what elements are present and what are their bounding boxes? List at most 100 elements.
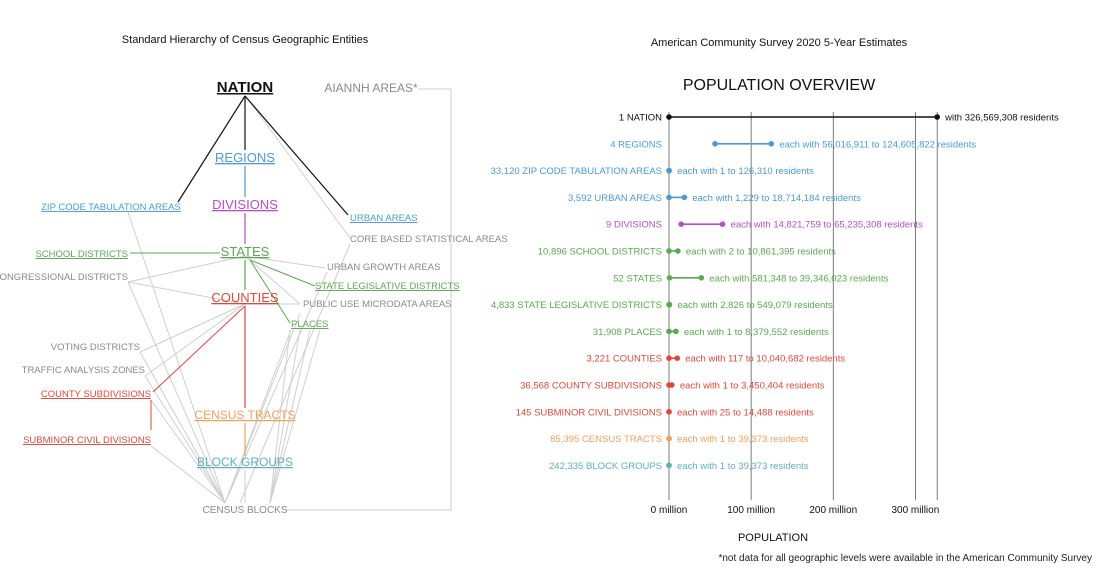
connector-to-blocks [224,271,328,504]
row-label: 33,120 ZIP CODE TABULATION AREAS [491,166,662,177]
connector-to-blocks [127,281,226,504]
node-state-legislative-districts: STATE LEGISLATIVE DISTRICTS [315,281,460,292]
chart-row: 10,896 SCHOOL DISTRICTS each with 2 to 10… [538,247,836,258]
node-aiannh-areas: AIANNH AREAS* [324,81,418,95]
chart-row: 52 STATES each with 581,348 to 39,346,023… [613,273,888,284]
row-label: 145 SUBMINOR CIVIL DIVISIONS [516,407,662,418]
chart-row: 3,221 COUNTIES each with 117 to 10,040,68… [587,354,846,365]
connector-states-urban-growth [244,255,326,269]
row-label: 52 STATES [613,273,662,284]
node-regions: REGIONS [215,150,275,165]
row-label: 36,568 COUNTY SUBDIVISIONS [520,381,662,392]
max-point [681,194,688,201]
min-point [712,141,718,147]
node-school-districts: SCHOOL DISTRICTS [35,249,128,260]
node-county-subdivisions: COUNTY SUBDIVISIONS [41,389,151,400]
row-detail: each with 1 to 126,310 residents [677,166,814,177]
hierarchy-title: Standard Hierarchy of Census Geographic … [122,34,369,46]
node-census-blocks: CENSUS BLOCKS [202,505,287,516]
node-places: PLACES [291,319,329,330]
hierarchy-nodes: NATION AIANNH AREAS* REGIONS DIVISIONS Z… [0,79,508,516]
min-point [666,248,672,254]
row-label: 9 DIVISIONS [606,220,662,231]
min-point [666,328,672,335]
node-voting-districts: VOTING DISTRICTS [51,342,140,353]
max-point [719,221,726,227]
row-label: 1 NATION [619,113,662,124]
row-detail: each with 581,348 to 39,346,023 resident… [709,273,888,284]
connector-counties-voting [139,303,246,353]
max-point [674,355,681,362]
node-pumas: PUBLIC USE MICRODATA AREAS [303,299,452,310]
chart-row: 242,335 BLOCK GROUPS each with 1 to 39,37… [549,461,809,472]
node-nation: NATION [217,79,273,96]
row-detail: with 326,569,308 residents [944,113,1059,124]
max-point [666,462,672,469]
connector-to-blocks [139,351,226,504]
node-counties: COUNTIES [211,290,279,305]
max-point [673,328,679,335]
connector-counties-taz [144,303,246,377]
x-axis-ticks: 0 million 100 million 200 million 300 milli… [651,505,940,516]
node-urban-areas: URBAN AREAS [350,213,418,224]
connector-aiannh-blocks [285,88,452,511]
connector-counties-countysub [152,305,246,393]
connector-states-pumas [244,255,301,305]
node-block-groups: BLOCK GROUPS [197,455,293,469]
connector-to-blocks [150,445,226,504]
row-detail: each with 14,821,759 to 65,235,308 resid… [731,220,924,231]
row-detail: each with 1 to 39,373 residents [677,461,809,472]
chart-rows: 1 NATION with 326,569,308 residents 4 REGI… [491,113,1059,472]
node-divisions: DIVISIONS [212,197,278,212]
chart-row: 4 REGIONS each with 56,016,911 to 124,605… [610,139,976,150]
row-detail: each with 1,229 to 18,714,184 residents [692,193,861,204]
node-subminor-civil-divisions: SUBMINOR CIVIL DIVISIONS [23,435,151,446]
row-label: 3,592 URBAN AREAS [568,193,662,204]
row-detail: each with 25 to 14,488 residents [677,407,814,418]
row-detail: each with 1 to 8,379,552 residents [684,327,829,338]
chart-row: 9 DIVISIONS each with 14,821,759 to 65,23… [606,220,923,231]
connector-to-blocks [150,399,226,504]
row-detail: each with 1 to 39,373 residents [677,434,809,445]
connector-to-blocks [127,211,226,504]
row-detail: each with 2,826 to 549,079 residents [677,300,833,311]
connector-places-blocks [269,329,321,504]
x-tick-label: 200 million [809,505,857,516]
node-congressional-districts: CONGRESSIONAL DISTRICTS [0,272,128,283]
connector-places-blocks [269,329,291,504]
chart-row: 1 NATION with 326,569,308 residents [619,113,1059,124]
row-label: 10,896 SCHOOL DISTRICTS [538,247,662,258]
x-tick-label: 0 million [651,505,688,516]
row-detail: each with 56,016,911 to 124,605,822 resi… [779,139,976,150]
hierarchy-connectors [127,88,452,511]
x-axis-label: POPULATION [738,532,808,544]
max-point [666,167,672,174]
chart-row: 31,908 PLACES each with 1 to 8,379,552 re… [593,327,829,338]
node-traffic-analysis-zones: TRAFFIC ANALYSIS ZONES [22,365,145,376]
row-label: 4,833 STATE LEGISLATIVE DISTRICTS [491,300,662,311]
row-label: 85,395 CENSUS TRACTS [550,434,662,445]
connector-to-blocks [144,375,226,504]
node-cbsa: CORE BASED STATISTICAL AREAS [350,234,508,245]
connector-nation-urban [244,95,349,216]
node-urban-growth-areas: URBAN GROWTH AREAS [327,262,441,273]
min-point [666,114,672,120]
row-label: 4 REGIONS [610,139,662,150]
chart-subtitle: American Community Survey 2020 5-Year Es… [651,37,908,49]
max-point [768,141,775,147]
row-label: 3,221 COUNTIES [587,354,663,365]
chart-row: 36,568 COUNTY SUBDIVISIONS each with 1 to… [520,381,825,392]
node-zcta: ZIP CODE TABULATION AREAS [41,202,181,213]
x-tick-label: 100 million [727,505,775,516]
max-point [666,435,672,442]
connector-states-places [249,259,291,324]
connector-cbsa-blocks [239,243,351,504]
x-tick-label: 300 million [891,505,939,516]
connector-counties-congressional [127,281,246,305]
max-point [675,248,681,254]
row-label: 31,908 PLACES [593,327,662,338]
footnote: *not data for all geographic levels were… [718,553,1092,564]
chart-row: 4,833 STATE LEGISLATIVE DISTRICTS each wi… [491,300,833,311]
max-point [934,114,940,120]
